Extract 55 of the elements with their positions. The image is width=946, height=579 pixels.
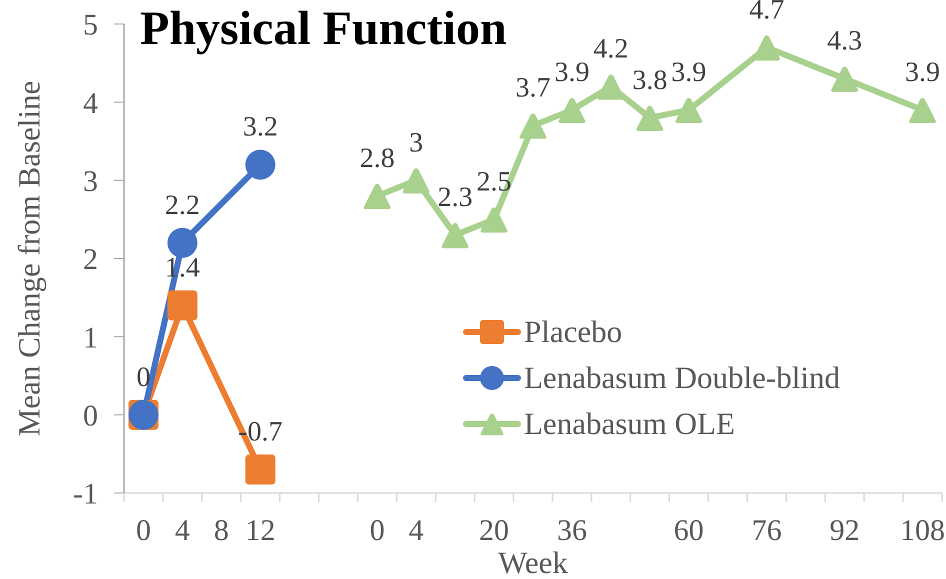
x-tick-label: 20 xyxy=(479,514,510,547)
x-tick-label: 36 xyxy=(556,514,587,547)
x-tick-label: 76 xyxy=(752,514,782,547)
data-label: 2.2 xyxy=(164,190,200,221)
legend-label: Lenabasum Double-blind xyxy=(524,360,840,396)
x-tick-label: 108 xyxy=(900,514,946,547)
point xyxy=(167,228,198,258)
point xyxy=(558,98,586,124)
data-label: 3.7 xyxy=(516,72,550,104)
x-tick-label: 0 xyxy=(136,514,151,547)
x-tick-label: 4 xyxy=(408,514,424,547)
x-tick-label: 4 xyxy=(174,514,190,547)
point xyxy=(753,35,780,61)
x-axis-title: Week xyxy=(498,545,568,579)
point xyxy=(675,98,702,124)
data-label: 3.9 xyxy=(905,56,940,88)
point xyxy=(831,66,858,92)
point xyxy=(167,290,198,320)
data-label: 4.7 xyxy=(749,0,784,26)
point xyxy=(442,223,469,248)
legend-label: Lenabasum OLE xyxy=(524,406,735,442)
point xyxy=(636,106,664,131)
y-tick-label: 5 xyxy=(83,8,98,42)
point xyxy=(402,168,430,194)
point xyxy=(245,150,276,180)
point xyxy=(480,207,508,233)
y-tick-label: 3 xyxy=(83,164,98,198)
data-label: 4.3 xyxy=(827,26,862,57)
point xyxy=(245,454,276,485)
point xyxy=(364,184,391,210)
point xyxy=(520,114,546,139)
data-label: 3.9 xyxy=(671,56,706,88)
chart-title: Physical Function xyxy=(140,2,507,55)
y-tick-label: 1 xyxy=(83,321,98,354)
y-tick-label: -1 xyxy=(73,478,98,511)
x-tick-label: 92 xyxy=(830,514,860,547)
data-label: 3.2 xyxy=(242,112,278,143)
x-tick-label: 0 xyxy=(370,514,385,547)
y-tick-label: 2 xyxy=(83,243,98,276)
data-label: 2.8 xyxy=(360,142,395,174)
data-label: 3 xyxy=(409,127,424,158)
legend-label: Placebo xyxy=(524,314,622,350)
y-tick-label: 4 xyxy=(83,86,98,120)
data-label: 4.2 xyxy=(593,34,628,65)
point xyxy=(597,74,624,100)
data-label: 0 xyxy=(136,362,150,393)
x-tick-label: 60 xyxy=(674,514,704,547)
y-axis-title: Mean Change from Baseline xyxy=(12,80,46,436)
y-tick-label: 0 xyxy=(83,399,98,432)
x-tick-label: 8 xyxy=(214,514,229,547)
data-label: 3.9 xyxy=(554,56,590,88)
x-tick-label: 12 xyxy=(245,514,276,547)
point xyxy=(909,98,936,124)
data-label: 2.3 xyxy=(438,182,473,214)
data-label: 3.8 xyxy=(632,64,668,96)
